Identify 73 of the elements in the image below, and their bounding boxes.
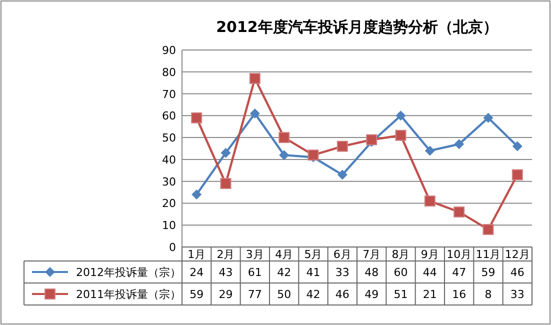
point [336, 140, 348, 152]
point [454, 206, 465, 218]
point [249, 72, 260, 84]
point [512, 169, 523, 180]
data-label: 42 [306, 288, 320, 301]
data-label: 33 [335, 266, 350, 279]
x-tick-label: 9月 [420, 248, 439, 261]
data-label: 50 [277, 288, 292, 301]
y-tick-label: 50 [162, 132, 176, 145]
point [483, 112, 494, 123]
x-tick-label: 10月 [446, 248, 472, 261]
title: 2012年度汽车投诉月度趋势分析（北京） [216, 18, 498, 36]
data-label: 60 [394, 266, 408, 279]
data-label: 49 [364, 288, 379, 301]
point [192, 189, 202, 200]
data-label: 33 [510, 288, 524, 301]
legend-label: 2011年投诉量（宗） [76, 288, 181, 301]
data-label: 47 [452, 266, 466, 279]
y-tick-label: 20 [162, 197, 176, 210]
x-tick-label: 5月 [304, 248, 322, 261]
point [337, 170, 348, 180]
x-tick-label: 6月 [333, 248, 352, 261]
point [424, 196, 436, 207]
data-label: 77 [248, 288, 262, 301]
x-tick-label: 2月 [216, 248, 235, 261]
data-label: 46 [510, 266, 524, 279]
data-label: 46 [335, 288, 350, 301]
y-tick-label: 30 [162, 175, 176, 188]
point [279, 150, 290, 160]
point [278, 132, 290, 144]
legend: 2011年投诉量（宗） [32, 288, 181, 301]
point [366, 134, 378, 146]
point [308, 150, 319, 161]
point [395, 130, 406, 141]
data-label: 29 [218, 288, 233, 301]
data-label: 16 [452, 288, 466, 301]
data-label: 21 [422, 288, 437, 301]
point [396, 110, 406, 121]
y-tick-label: 60 [162, 110, 176, 123]
point [512, 141, 522, 152]
point [482, 224, 494, 235]
point [220, 178, 232, 190]
y-tick-label: 70 [162, 88, 176, 101]
x-tick-label: 1月 [188, 248, 206, 261]
legend: 2012年投诉量（宗） [32, 266, 181, 279]
y-tick-label: 90 [162, 44, 176, 57]
x-tick-label: 12月 [504, 248, 530, 261]
y-tick-label: 40 [162, 153, 176, 166]
data-label: 8 [484, 288, 492, 301]
data-label: 42 [277, 266, 292, 279]
x-tick-label: 4月 [275, 248, 294, 261]
point [191, 112, 202, 124]
y-tick-label: 80 [162, 66, 176, 79]
x-tick-label: 7月 [362, 248, 381, 261]
point [220, 148, 231, 158]
point [250, 108, 260, 118]
data-label: 24 [190, 266, 204, 279]
y-tick-label: 10 [162, 219, 176, 232]
data-label: 61 [248, 266, 262, 279]
data-label: 43 [218, 266, 233, 279]
x-tick-label: 3月 [246, 248, 264, 261]
point [424, 146, 435, 156]
data-label: 59 [190, 288, 204, 301]
point [454, 139, 464, 150]
data-label: 51 [394, 288, 408, 301]
x-tick-label: 8月 [392, 248, 410, 261]
data-label: 48 [364, 266, 379, 279]
legend-label: 2012年投诉量（宗） [76, 266, 181, 279]
y-tick-label: 0 [169, 241, 176, 254]
x-tick-label: 11月 [476, 248, 501, 261]
data-label: 41 [306, 266, 320, 279]
data-label: 44 [422, 266, 437, 279]
data-label: 59 [481, 266, 496, 279]
